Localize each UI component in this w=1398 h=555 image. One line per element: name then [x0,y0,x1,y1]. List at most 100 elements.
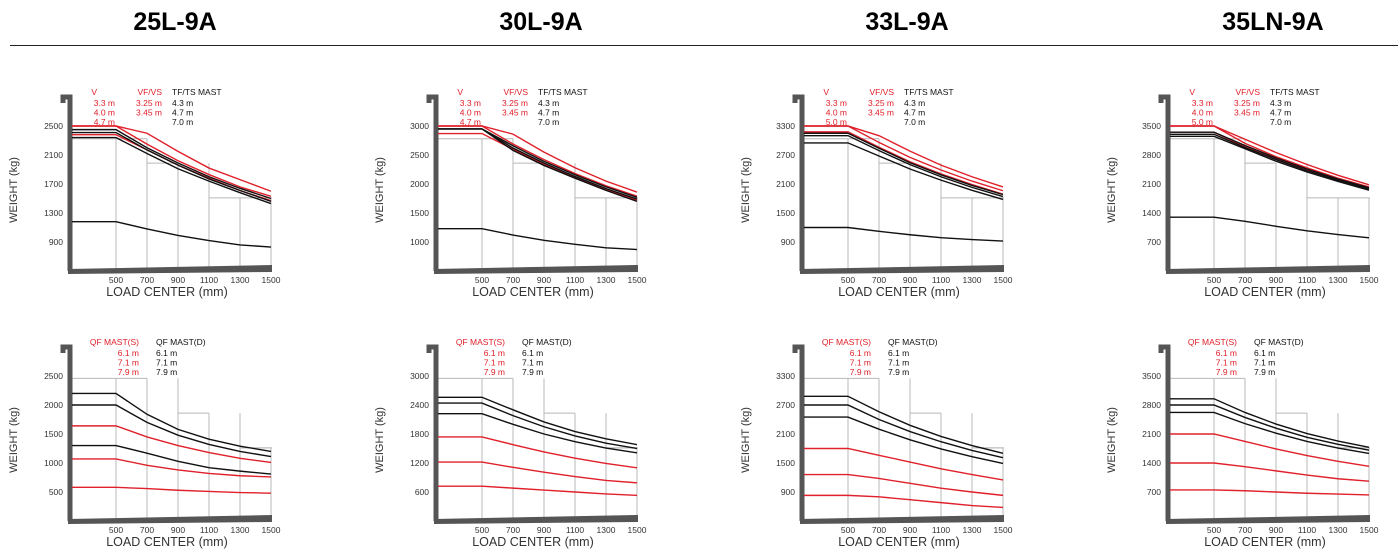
legend-entry: 3.3 m [1192,98,1213,108]
x-axis [800,265,1004,274]
legend: QF MAST(S)6.1 m7.1 m7.9 mQF MAST(D)6.1 m… [456,337,572,377]
load-chart-top: 700 1400 2100 2800 3500 500 700 900 1100 1300 1500… [1106,87,1379,299]
series-line-2 [1170,411,1370,455]
series-line-2 [804,131,1004,195]
x-tick-label: 500 [475,525,489,535]
x-tick-label: 1100 [1298,525,1317,535]
y-axis [426,94,439,271]
legend-header: TF/TS MAST [172,87,222,97]
series-line-4 [72,458,272,478]
legend-entry: 6.1 m [156,348,177,358]
x-tick-label: 1500 [262,525,281,535]
legend-entry: 3.25 m [136,98,162,108]
y-tick-label: 2500 [410,150,429,160]
legend-header: VF/VS [1235,87,1260,97]
y-tick-label: 2100 [1142,429,1161,439]
y-tick-label: 1000 [44,458,63,468]
y-tick-label: 2100 [1142,179,1161,189]
legend-entry: 3.3 m [94,98,115,108]
legend: QF MAST(S)6.1 m7.1 m7.9 mQF MAST(D)6.1 m… [1188,337,1304,377]
y-axis-label: WEIGHT (kg) [8,407,20,473]
series-line-4 [72,131,272,203]
legend-entry: 4.0 m [826,108,847,118]
series-line-4 [804,473,1004,497]
legend-entry: 4.3 m [538,98,559,108]
legend-entry: 3.25 m [502,98,528,108]
y-tick-label: 2100 [776,429,795,439]
x-tick-label: 1500 [1360,525,1379,535]
y-tick-label: 1700 [44,179,63,189]
legend-entry: 7.1 m [1254,358,1275,368]
series-line-2 [438,412,638,454]
series-line-4 [438,461,638,484]
legend-entry: 3.45 m [136,108,162,118]
legend-entry: 7.1 m [888,358,909,368]
x-axis-label: LOAD CENTER (mm) [472,285,594,299]
legend-entry: 4.7 m [538,108,559,118]
load-chart-bottom: 700 1400 2100 2800 3500 500 700 900 1100 1300 1500… [1106,337,1379,549]
y-tick-label: 2100 [44,150,63,160]
y-tick-label: 700 [1147,237,1161,247]
y-axis [1158,94,1171,271]
series-line-3 [804,447,1004,481]
y-axis [60,94,73,271]
legend-entry: 7.9 m [118,367,139,377]
y-axis [792,344,805,521]
series-line-0 [72,392,272,453]
x-axis [434,515,638,524]
y-tick-label: 2000 [410,179,429,189]
legend-entry: 6.1 m [522,348,543,358]
legend-header: QF MAST(S) [456,337,505,347]
x-tick-label: 900 [1269,525,1283,535]
y-axis-label: WEIGHT (kg) [1106,157,1118,223]
legend: V3.3 m4.0 m5.0 m VF/VS3.25 m3.45 m TF/TS M… [1189,87,1319,127]
y-axis-label: WEIGHT (kg) [740,157,752,223]
grid [802,138,1004,271]
legend-entry: 6.1 m [484,348,505,358]
legend-entry: 7.9 m [156,367,177,377]
legend-entry: 7.0 m [172,117,193,127]
series-line-2 [804,416,1004,465]
grid [70,138,272,271]
y-tick-label: 3500 [1142,371,1161,381]
x-tick-label: 700 [506,275,520,285]
series-line-1 [72,125,272,197]
series-line-3 [804,132,1004,196]
legend-header: QF MAST(D) [888,337,938,347]
x-tick-label: 500 [109,525,123,535]
header-divider [10,45,1398,46]
load-chart-top: 900 1300 1700 2100 2500 500 700 900 1100 1300 1500… [8,87,281,299]
x-tick-label: 1100 [200,525,219,535]
model-title: 25L-9A [133,8,217,36]
x-tick-label: 1500 [1360,275,1379,285]
legend-header: VF/VS [869,87,894,97]
series-line-0 [804,395,1004,455]
y-tick-label: 1300 [44,208,63,218]
x-axis [68,265,272,274]
y-tick-label: 2000 [44,400,63,410]
model-column-25l: 25L-9A 900 1300 1700 2100 2500 500 700 900 1100 1… [5,0,345,555]
y-tick-label: 3300 [776,371,795,381]
legend-entry: 7.9 m [484,367,505,377]
load-chart-top: 900 1500 2100 2700 3300 500 700 900 1100 1300 1500… [740,87,1013,299]
y-tick-label: 3300 [776,121,795,131]
model-title: 35LN-9A [1222,8,1324,36]
legend-header: V [457,87,463,97]
legend: QF MAST(S)6.1 m7.1 m7.9 mQF MAST(D)6.1 m… [822,337,938,377]
legend-entry: 4.3 m [172,98,193,108]
legend-entry: 3.45 m [1234,108,1260,118]
y-tick-label: 3000 [410,121,429,131]
y-tick-label: 2400 [410,400,429,410]
y-tick-label: 900 [781,487,795,497]
legend-entry: 4.7 m [460,117,481,127]
series-line-4 [1170,133,1370,190]
x-tick-label: 500 [475,275,489,285]
series-line-0 [1170,398,1370,448]
legend-entry: 3.3 m [826,98,847,108]
series-line-5 [804,494,1004,509]
series-line-2 [72,444,272,475]
legend-entry: 5.0 m [826,117,847,127]
x-tick-label: 900 [1269,275,1283,285]
model-title: 33L-9A [865,8,949,36]
x-axis-label: LOAD CENTER (mm) [106,535,228,549]
